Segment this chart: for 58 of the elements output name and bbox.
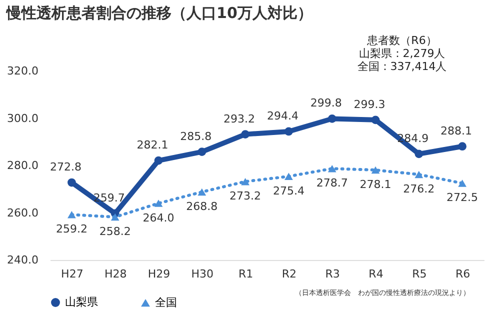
point	[198, 188, 206, 196]
point	[241, 130, 250, 138]
point	[328, 114, 336, 123]
point	[414, 150, 424, 158]
data-label: 278.1	[360, 178, 392, 191]
data-label: 278.7	[316, 176, 348, 190]
y-tick-label: 320.0	[7, 64, 38, 78]
x-tick-label: R2	[282, 268, 297, 280]
annotation: 全国：337,414人	[357, 60, 447, 73]
y-tick-label: 300.0	[7, 112, 38, 125]
data-label: 299.3	[354, 98, 386, 111]
x-tick-label: R3	[325, 268, 340, 280]
point	[241, 178, 250, 186]
x-tick-label: H30	[191, 268, 214, 280]
y-tick-label: 280.0	[7, 159, 38, 172]
x-tick-label: H27	[61, 268, 84, 280]
y-tick-label: 260.0	[7, 206, 38, 220]
point	[371, 166, 380, 174]
x-tick-label: R4	[368, 268, 384, 280]
text: 患者数（R6）	[366, 34, 437, 47]
point	[458, 142, 466, 151]
point	[284, 127, 293, 136]
chart-title: 慢性透析患者割合の推移（人口10万人対比）	[6, 4, 312, 22]
data-label: 272.5	[446, 191, 478, 204]
data-label: 272.8	[50, 160, 82, 174]
data-label: 293.2	[224, 112, 256, 126]
data-label: 299.8	[310, 96, 342, 110]
data-label: 273.2	[230, 190, 262, 203]
point	[284, 172, 293, 180]
data-label: 294.4	[266, 109, 298, 122]
point	[458, 180, 466, 187]
data-label: 275.4	[272, 184, 304, 198]
data-label: 264.0	[142, 211, 174, 224]
legend-label: 山梨県	[65, 296, 98, 309]
text: 山梨県：2,279人	[358, 47, 446, 60]
point	[154, 156, 163, 165]
x-tick-label: R6	[455, 268, 470, 280]
data-label: 268.8	[186, 200, 218, 213]
x-tick-label: H28	[104, 268, 127, 280]
y-tick-label: 240.0	[7, 254, 38, 266]
data-label: 276.2	[403, 182, 435, 196]
data-label: 258.2	[99, 225, 131, 238]
data-label: 282.1	[136, 138, 168, 152]
point	[414, 170, 424, 178]
point	[198, 148, 206, 156]
point	[68, 211, 76, 218]
x-tick-label: H29	[148, 268, 170, 280]
point	[68, 178, 76, 187]
x-tick-label: R1	[238, 268, 254, 280]
legend-label: 全国	[155, 296, 177, 309]
data-label: 259.2	[56, 222, 88, 236]
point	[328, 164, 336, 172]
x-tick-label: R5	[412, 268, 427, 280]
point	[154, 200, 163, 207]
data-label: 288.1	[440, 124, 472, 138]
data-label: 285.8	[180, 130, 212, 143]
point	[110, 213, 120, 221]
point	[371, 116, 380, 124]
